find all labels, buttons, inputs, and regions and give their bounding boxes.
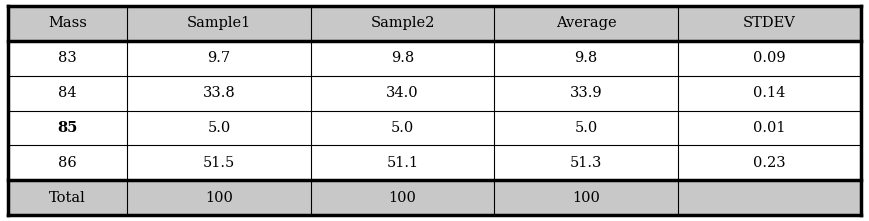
Text: 86: 86 (58, 156, 77, 170)
Bar (128, 145, 311, 180)
Text: 100: 100 (205, 191, 233, 205)
Text: 33.8: 33.8 (202, 86, 235, 100)
Text: 5.0: 5.0 (574, 121, 598, 135)
Text: 9.8: 9.8 (391, 51, 415, 65)
Bar (678, 180, 861, 215)
Text: Sample2: Sample2 (370, 16, 434, 30)
Bar (494, 180, 678, 215)
Text: 51.3: 51.3 (570, 156, 602, 170)
Text: 34.0: 34.0 (386, 86, 419, 100)
Bar (311, 41, 494, 76)
Bar (311, 110, 494, 145)
Text: 100: 100 (388, 191, 416, 205)
Bar (678, 76, 861, 110)
Bar (678, 6, 861, 41)
Text: 0.14: 0.14 (753, 86, 786, 100)
Text: 33.9: 33.9 (569, 86, 602, 100)
Text: STDEV: STDEV (743, 16, 796, 30)
Text: 100: 100 (572, 191, 600, 205)
Bar (128, 110, 311, 145)
Text: 51.5: 51.5 (203, 156, 235, 170)
Bar (8, 180, 128, 215)
Bar (311, 6, 494, 41)
Bar (311, 145, 494, 180)
Bar (678, 145, 861, 180)
Text: 83: 83 (58, 51, 77, 65)
Bar (128, 6, 311, 41)
Text: 0.01: 0.01 (753, 121, 786, 135)
Text: Sample1: Sample1 (187, 16, 251, 30)
Text: Average: Average (555, 16, 616, 30)
Text: 9.8: 9.8 (574, 51, 598, 65)
Text: 5.0: 5.0 (208, 121, 231, 135)
Text: 0.23: 0.23 (753, 156, 786, 170)
Text: 51.1: 51.1 (387, 156, 419, 170)
Text: 84: 84 (58, 86, 77, 100)
Bar (678, 41, 861, 76)
Text: 9.7: 9.7 (208, 51, 230, 65)
Text: 5.0: 5.0 (391, 121, 415, 135)
Bar (494, 41, 678, 76)
Bar (8, 41, 128, 76)
Bar (311, 76, 494, 110)
Bar (128, 180, 311, 215)
Bar (678, 110, 861, 145)
Bar (311, 180, 494, 215)
Bar (128, 76, 311, 110)
Text: Total: Total (50, 191, 86, 205)
Bar (8, 76, 128, 110)
Text: 0.09: 0.09 (753, 51, 786, 65)
Bar (8, 145, 128, 180)
Bar (494, 6, 678, 41)
Text: Mass: Mass (49, 16, 87, 30)
Bar (494, 76, 678, 110)
Text: 85: 85 (57, 121, 78, 135)
Bar (494, 110, 678, 145)
Bar (8, 110, 128, 145)
Bar (494, 145, 678, 180)
Bar (128, 41, 311, 76)
Bar (8, 6, 128, 41)
